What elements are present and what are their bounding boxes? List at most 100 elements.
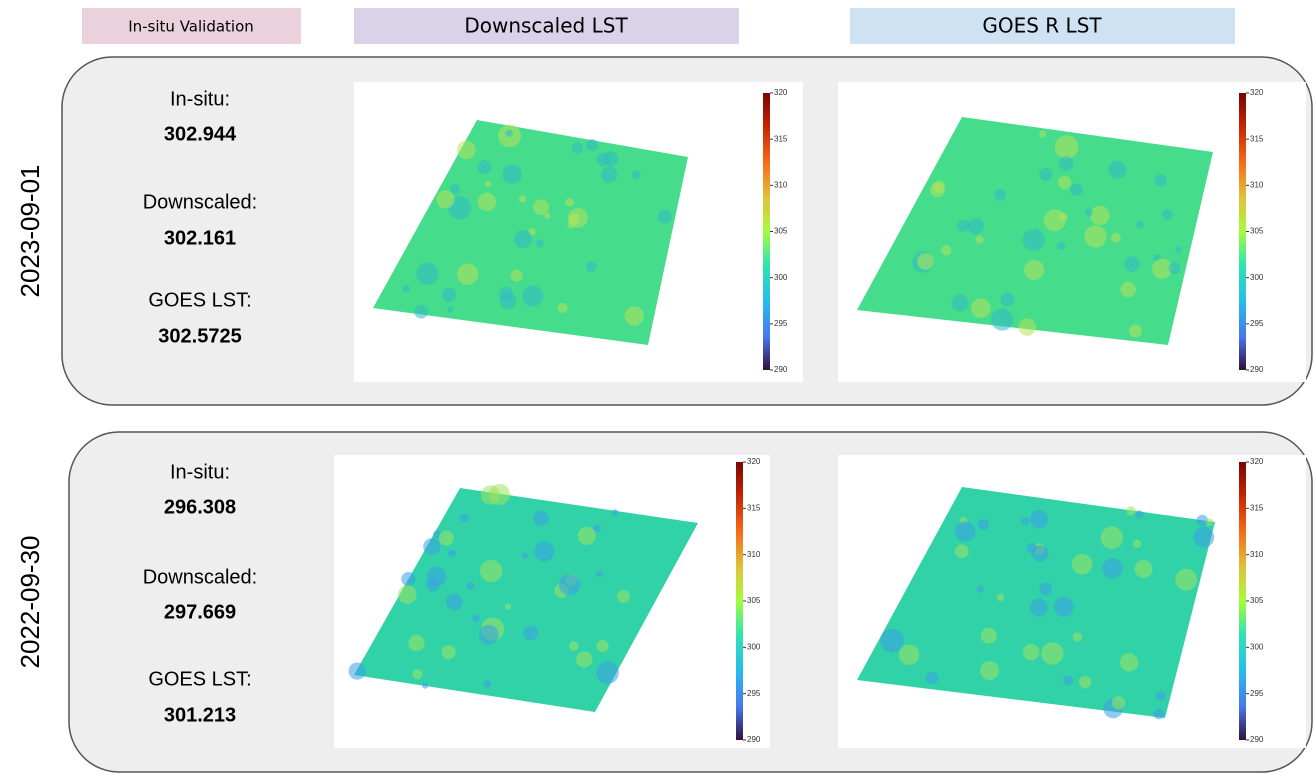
- colorbar-tick-label: 310: [1250, 180, 1264, 189]
- map-patch: [1124, 256, 1140, 272]
- colorbar-tick-label: 295: [1250, 319, 1264, 328]
- map-patch: [1072, 554, 1093, 575]
- map-patch: [1019, 318, 1036, 335]
- map-patch: [596, 640, 608, 652]
- map-patch: [442, 288, 456, 302]
- map-patch: [478, 193, 496, 211]
- map-patch: [401, 572, 415, 586]
- map-patch: [1111, 233, 1121, 243]
- map-patch: [439, 531, 454, 546]
- map-patch: [479, 625, 499, 645]
- map-patch: [481, 485, 500, 504]
- map-patch: [596, 570, 603, 577]
- map-patch: [1162, 209, 1172, 219]
- map-patch: [441, 645, 455, 659]
- map-patch: [957, 220, 969, 232]
- map-patch: [514, 230, 532, 248]
- map-patch: [1022, 229, 1044, 251]
- map-patch: [933, 181, 945, 193]
- map-patch: [408, 635, 424, 651]
- map-patch: [941, 245, 951, 255]
- map-patch: [477, 160, 491, 174]
- map-patch: [1133, 540, 1141, 548]
- map-patch: [565, 198, 574, 207]
- map-patch: [917, 253, 934, 270]
- map-patch: [519, 195, 526, 202]
- map-patch: [968, 218, 984, 234]
- map-patch: [446, 593, 463, 610]
- map-patch: [926, 672, 938, 684]
- map-patch: [1154, 174, 1166, 186]
- colorbar: [736, 462, 743, 740]
- map-patch: [1024, 260, 1044, 280]
- map-patch: [597, 153, 610, 166]
- map-patch: [1135, 560, 1153, 578]
- map-patch: [658, 209, 672, 223]
- map-patch: [572, 143, 583, 154]
- colorbar-tick-label: 295: [774, 319, 788, 328]
- stat-label: In-situ:: [170, 461, 230, 483]
- stat-label: In-situ:: [170, 88, 230, 110]
- map-patch: [1055, 135, 1079, 159]
- map-patch: [1001, 293, 1015, 307]
- colorbar-tick-label: 295: [1250, 689, 1264, 698]
- map-patch: [559, 574, 580, 595]
- map-patch: [1021, 517, 1029, 525]
- colorbar-tick-label: 300: [774, 273, 788, 282]
- map-patch: [1059, 156, 1074, 171]
- colorbar-tick-label: 305: [1250, 227, 1264, 236]
- map-patch: [612, 509, 618, 515]
- stat-value: 302.944: [164, 123, 237, 145]
- map-patch: [1032, 545, 1049, 562]
- map-patch: [1120, 282, 1135, 297]
- stat-value: 302.161: [164, 227, 236, 249]
- colorbar-tick-label: 305: [1250, 596, 1264, 605]
- map-patch: [447, 307, 453, 313]
- date-label: 2022-09-30: [15, 536, 45, 669]
- map-patch: [601, 167, 617, 183]
- map-patch: [500, 293, 517, 310]
- colorbar-tick-label: 320: [774, 88, 788, 97]
- map-patch: [1039, 130, 1046, 137]
- map-patch: [978, 519, 989, 530]
- map-patch: [994, 189, 1006, 201]
- map-patch: [955, 521, 975, 541]
- map-patch: [1070, 184, 1082, 196]
- map-patch: [1153, 709, 1164, 720]
- map-patch: [971, 298, 991, 318]
- map-patch: [448, 549, 456, 557]
- map-patch: [1084, 225, 1106, 247]
- map-patch: [460, 513, 469, 522]
- map-patch: [349, 663, 366, 680]
- map-patch: [624, 306, 643, 325]
- map-patch: [952, 294, 969, 311]
- colorbar-tick-label: 315: [774, 134, 788, 143]
- colorbar-tick-label: 320: [1250, 88, 1264, 97]
- map-patch: [586, 261, 597, 272]
- map-patch: [617, 590, 630, 603]
- map-patch: [1102, 558, 1122, 578]
- map-patch: [534, 541, 554, 561]
- colorbar-tick-label: 295: [747, 689, 761, 698]
- map-patch: [1136, 221, 1144, 229]
- map-patch: [511, 270, 523, 282]
- map-patch: [1030, 599, 1048, 617]
- map-patch: [485, 181, 492, 188]
- map-patch: [980, 661, 999, 680]
- colorbar-tick-label: 310: [1250, 550, 1264, 559]
- map-patch: [522, 285, 543, 306]
- map-patch: [422, 683, 428, 689]
- map-patch: [1039, 168, 1052, 181]
- map-patch: [1079, 676, 1091, 688]
- colorbar-tick-label: 320: [1250, 457, 1264, 466]
- colorbar-tick-label: 290: [774, 365, 788, 374]
- map-patch: [1039, 583, 1052, 596]
- map-patch: [505, 130, 512, 137]
- map-patch: [1054, 597, 1074, 617]
- map-patch: [480, 560, 502, 582]
- map-patch: [1175, 247, 1182, 254]
- map-patch: [1058, 176, 1071, 189]
- stat-label: Downscaled:: [143, 191, 258, 213]
- stat-label: Downscaled:: [143, 566, 258, 588]
- colorbar-tick-label: 290: [1250, 365, 1264, 374]
